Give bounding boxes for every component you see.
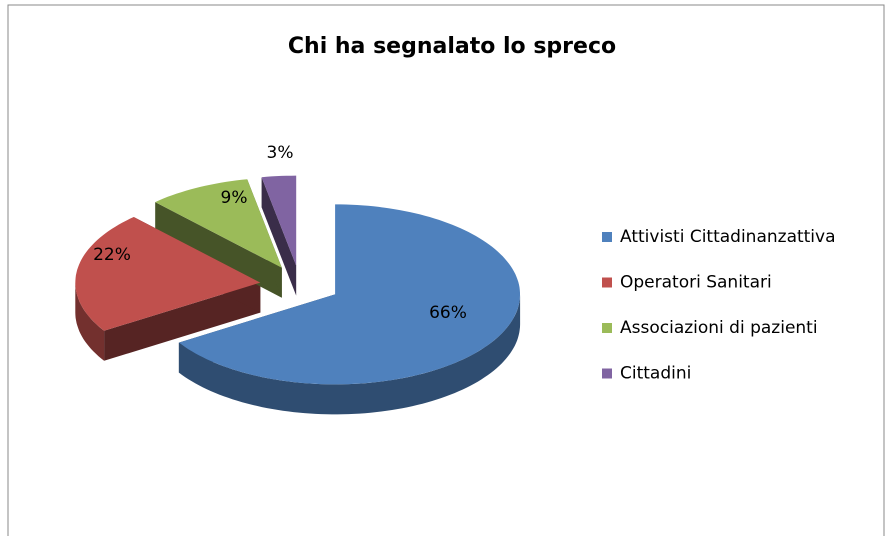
- slice: [261, 175, 297, 266]
- data-label: 22%: [93, 245, 131, 265]
- chart-title: Chi ha segnalato lo spreco: [288, 34, 616, 59]
- legend-label: Associazioni di pazienti: [620, 318, 818, 338]
- legend-label: Attivisti Cittadinanzattiva: [620, 227, 836, 247]
- slice: [75, 217, 261, 331]
- pie-tops: [75, 175, 520, 385]
- slice-side: [155, 202, 282, 298]
- legend-swatch: [602, 277, 612, 288]
- legend-swatch: [602, 323, 612, 333]
- slice: [178, 204, 520, 385]
- slice-side: [104, 282, 261, 361]
- data-label: 3%: [267, 143, 294, 163]
- slice: [155, 179, 282, 268]
- legend-label: Operatori Sanitari: [620, 273, 772, 293]
- data-label: 9%: [221, 188, 248, 208]
- slice-side: [261, 177, 297, 296]
- legend-label: Cittadini: [620, 364, 691, 384]
- data-label: 66%: [429, 303, 467, 323]
- legend-swatch: [602, 368, 612, 379]
- legend-swatch: [602, 232, 612, 242]
- slice-side: [178, 294, 521, 415]
- slice-side: [75, 282, 105, 361]
